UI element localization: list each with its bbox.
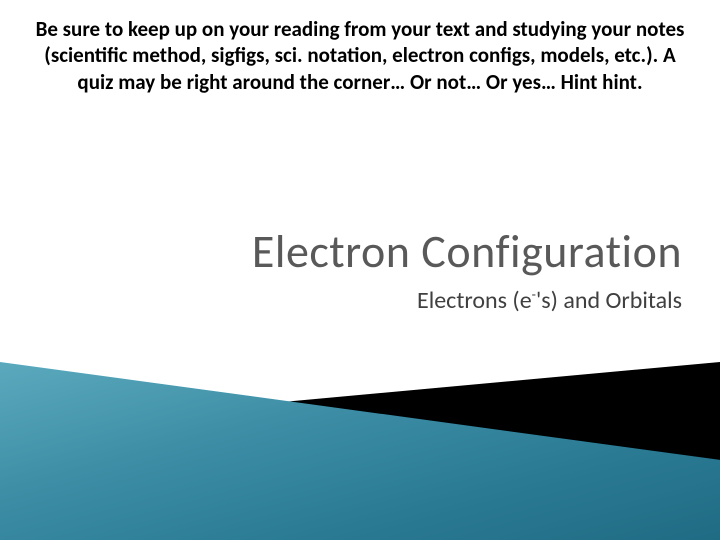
reminder-note: Be sure to keep up on your reading from … — [30, 16, 690, 95]
subtitle-prefix: Electrons (e — [417, 286, 532, 315]
slide-subtitle: Electrons (e-'s) and Orbitals — [417, 286, 682, 315]
subtitle-suffix: 's) and Orbitals — [536, 286, 682, 315]
slide-title: Electron Configuration — [252, 224, 682, 280]
